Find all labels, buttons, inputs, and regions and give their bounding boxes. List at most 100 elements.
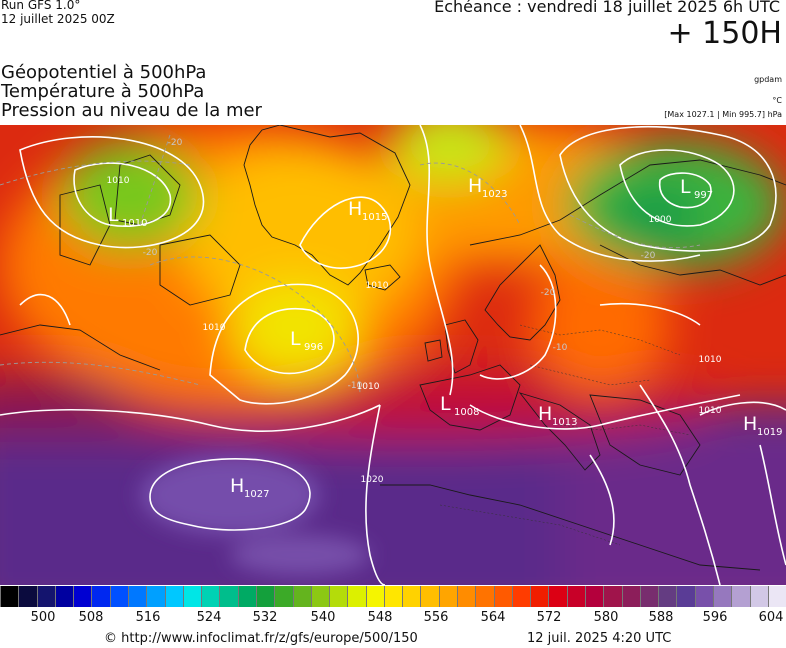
coastlines xyxy=(0,125,786,571)
pressure-center-letter: H xyxy=(743,413,757,435)
color-scale-swatch xyxy=(402,586,421,607)
isobar-label: 1020 xyxy=(361,475,384,485)
temperature-label: -20 xyxy=(641,251,656,261)
temperature-label: -20 xyxy=(168,138,183,148)
pressure-center-letter: H xyxy=(468,175,482,197)
color-scale-tick-label: 524 xyxy=(196,610,222,625)
unit-geopotential: gpdam xyxy=(754,75,782,84)
color-scale-swatch xyxy=(712,586,732,607)
color-scale-swatch xyxy=(767,586,786,607)
color-scale-swatch xyxy=(457,586,476,607)
isobar-label: 1010 xyxy=(699,355,722,365)
color-scale-swatch xyxy=(694,586,713,607)
color-scale-swatch xyxy=(621,586,640,607)
isobar-label: 1010 xyxy=(366,281,389,291)
color-scale-swatch xyxy=(127,586,147,607)
pressure-center-letter: H xyxy=(348,198,362,220)
color-scale-tick-label: 572 xyxy=(536,610,562,625)
isobar-label: 1000 xyxy=(649,215,672,225)
pressure-center-letter: L xyxy=(290,328,301,350)
color-scale-swatch xyxy=(36,586,55,607)
color-scale-tick-label: 500 xyxy=(30,610,56,625)
color-scale-swatch xyxy=(274,586,293,607)
run-title: Run GFS 1.0° xyxy=(1,0,81,12)
isotherms xyxy=(0,134,701,396)
color-scale-swatch xyxy=(585,586,604,607)
pressure-center-value: 1013 xyxy=(552,417,577,428)
pressure-center-value: 1019 xyxy=(757,427,782,438)
color-scale-swatch xyxy=(603,586,622,607)
color-scale-swatch xyxy=(201,586,220,607)
color-scale-swatch xyxy=(54,586,74,607)
high-pressure-zone xyxy=(140,455,370,575)
color-scale-tick-label: 588 xyxy=(648,610,674,625)
color-scale-swatch xyxy=(329,586,348,607)
color-scale-swatch xyxy=(566,586,585,607)
unit-temperature: °C xyxy=(772,96,782,105)
color-scale-tick-label: 508 xyxy=(78,610,104,625)
color-scale-swatch xyxy=(438,586,458,607)
temperature-label: -10 xyxy=(553,343,568,353)
color-scale-swatch xyxy=(347,586,366,607)
pressure-center-value: 996 xyxy=(304,342,323,353)
pressure-center-value: 1023 xyxy=(482,189,507,200)
pressure-center-value: 1015 xyxy=(362,212,387,223)
color-scale-tick-label: 596 xyxy=(702,610,728,625)
color-scale-tick-label: 604 xyxy=(758,610,784,625)
temperature-label: -20 xyxy=(143,248,158,258)
color-scale-swatch xyxy=(255,586,275,607)
isobar-label: 1010 xyxy=(357,382,380,392)
pressure-center-value: 997 xyxy=(694,190,713,201)
color-scale-tick-label: 548 xyxy=(367,610,393,625)
color-scale-swatch xyxy=(146,586,165,607)
temperature-label: -10 xyxy=(348,381,363,391)
color-scale-tick-label: 564 xyxy=(480,610,506,625)
color-scale-swatch xyxy=(493,586,512,607)
color-scale-swatch xyxy=(731,586,750,607)
color-scale-swatch xyxy=(676,586,695,607)
color-scale-swatch xyxy=(383,586,403,607)
color-scale-swatch xyxy=(420,586,439,607)
color-scale-swatch xyxy=(219,586,238,607)
color-scale-swatch xyxy=(91,586,110,607)
pressure-center-letter: L xyxy=(680,176,691,198)
color-scale-swatch xyxy=(548,586,567,607)
pressure-center-value: 1027 xyxy=(244,489,269,500)
color-scale-tick-label: 516 xyxy=(135,610,161,625)
isobars xyxy=(0,125,786,585)
source-credit[interactable]: © http://www.infoclimat.fr/z/gfs/europe/… xyxy=(104,631,418,646)
color-scale-swatch xyxy=(530,586,549,607)
color-scale-swatch xyxy=(237,586,256,607)
color-scale-swatch xyxy=(310,586,330,607)
color-scale-swatch xyxy=(182,586,202,607)
color-scale xyxy=(0,586,786,607)
color-scale-swatch xyxy=(749,586,768,607)
color-scale-swatch xyxy=(365,586,384,607)
pressure-center-value: 1008 xyxy=(454,407,479,418)
parameter-temperature: Température à 500hPa xyxy=(1,81,205,102)
forecast-time: Echéance : vendredi 18 juillet 2025 6h U… xyxy=(434,0,780,16)
isobar-label: 1010 xyxy=(699,406,722,416)
pressure-center-value: 1010 xyxy=(122,218,147,229)
color-scale-tick-label: 556 xyxy=(423,610,449,625)
color-scale-ticks: 500 508 516 524 532 540 548 556 564 572 580 588 596 6… xyxy=(0,610,786,626)
color-scale-swatch xyxy=(164,586,183,607)
unit-pressure-range: [Max 1027.1 | Min 995.7] hPa xyxy=(664,110,782,119)
pressure-center-letter: L xyxy=(108,204,119,226)
temperature-label: -20 xyxy=(541,288,556,298)
color-scale-swatch xyxy=(292,586,311,607)
run-date: 12 juillet 2025 00Z xyxy=(1,12,115,26)
isobar-label: 1010 xyxy=(107,176,130,186)
parameter-pressure: Pression au niveau de la mer xyxy=(1,100,262,121)
pressure-center-letter: H xyxy=(230,475,244,497)
color-scale-tick-label: 540 xyxy=(310,610,336,625)
color-scale-swatch xyxy=(658,586,677,607)
parameter-geopotential: Géopotentiel à 500hPa xyxy=(1,62,207,83)
color-scale-swatch xyxy=(109,586,128,607)
geopotential-field xyxy=(0,125,786,585)
color-scale-swatch xyxy=(639,586,659,607)
color-scale-swatch xyxy=(73,586,92,607)
pressure-center-letter: L xyxy=(440,393,451,415)
